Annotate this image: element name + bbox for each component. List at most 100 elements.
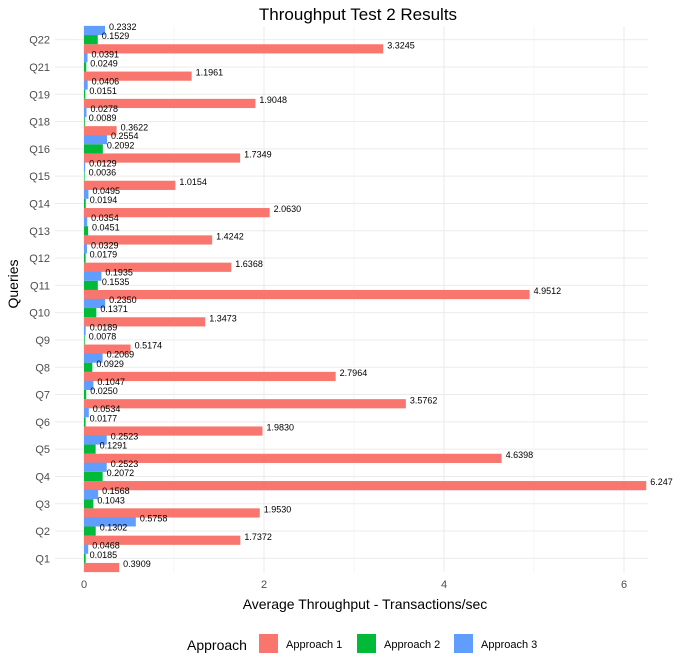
value-label: 0.0468 [92,541,120,551]
value-label: 0.5758 [140,513,168,523]
value-label: 6.247 [650,477,673,487]
bar-approach-1-q15 [84,180,176,190]
value-label: 0.1302 [100,523,128,533]
bar-approach-2-q4 [84,471,103,482]
bar-approach-3-q10 [84,298,106,309]
y-tick-label: Q2 [35,526,50,538]
legend: Approach Approach 1 Approach 2 Approach 3 [187,634,537,653]
value-label: 0.0406 [92,77,120,87]
y-tick-label: Q18 [29,117,50,129]
bar-approach-3-q6 [84,408,89,418]
bar-approach-3-q19 [84,80,88,90]
y-tick-label: Q11 [30,280,50,292]
x-tick-label: 6 [621,579,627,591]
bar-approach-3-q18 [84,107,87,117]
value-label: 0.2554 [111,131,139,141]
bar-approach-2-q9 [84,335,85,345]
y-tick-label: Q14 [29,198,50,210]
legend-title: Approach [187,637,247,653]
chart-title: Throughput Test 2 Results [259,5,457,24]
bar-approach-2-q5 [84,444,96,454]
bar-approach-3-q13 [84,216,88,227]
bar-approach-1-q11 [84,289,530,300]
bar-approach-2-q11 [84,280,98,290]
bar-approach-3-q5 [84,435,107,445]
value-label: 3.5762 [410,395,438,405]
bar-approach-1-q22 [84,44,384,54]
value-labels: 0.3909 1.7372 1.9530 6.247 4.6398 1.9830 3.576… [89,22,673,569]
x-tick-label: 0 [81,579,87,591]
bar-approach-2-q2 [84,526,96,536]
value-label: 0.0451 [92,222,120,232]
bar-approach-3-q14 [84,189,89,199]
bars [84,25,647,573]
bar-approach-1-q18 [84,126,117,136]
value-label: 0.0179 [90,250,118,260]
value-label: 2.7964 [340,368,368,378]
bar-approach-2-q7 [84,389,87,400]
value-label: 0.2072 [107,468,135,478]
value-label: 0.1529 [102,31,130,41]
value-label: 0.1568 [102,486,130,496]
bar-approach-1-q19 [84,98,256,109]
bar-approach-3-q15 [84,162,86,172]
legend-key-2 [357,634,376,653]
bar-approach-1-q4 [84,481,647,491]
value-label: 0.0078 [89,331,117,341]
value-label: 0.0036 [89,168,117,178]
value-label: 1.3473 [209,313,237,323]
bar-approach-2-q15 [84,171,85,181]
value-label: 0.0194 [90,195,118,205]
bar-approach-3-q11 [84,271,102,281]
bar-approach-2-q6 [84,417,86,427]
value-label: 0.0391 [92,49,120,59]
bar-approach-2-q1 [84,553,86,563]
bar-approach-1-q3 [84,508,260,518]
value-label: 0.0177 [90,413,118,423]
y-tick-label: Q10 [29,308,50,320]
value-label: 0.0495 [92,186,120,196]
value-label: 0.0250 [90,386,118,396]
bar-approach-1-q10 [84,317,206,327]
bar-approach-1-q5 [84,453,502,463]
bar-approach-2-q21 [84,62,87,72]
bar-approach-2-q18 [84,116,85,127]
value-label: 1.7349 [244,150,272,160]
bar-approach-2-q14 [84,198,86,209]
value-label: 1.6368 [235,259,263,269]
y-tick-label: Q9 [35,335,50,347]
bar-approach-3-q8 [84,353,103,363]
y-tick-label: Q7 [35,390,50,402]
legend-key-1 [259,634,278,653]
bar-approach-3-q9 [84,326,86,336]
bar-approach-2-q13 [84,226,89,236]
bar-approach-2-q8 [84,362,93,372]
y-tick-label: Q13 [29,226,50,238]
value-label: 0.2523 [111,431,139,441]
value-label: 0.1371 [100,304,128,314]
value-label: 1.1961 [196,68,224,78]
y-tick-label: Q4 [35,471,50,483]
y-tick-label: Q12 [29,253,50,265]
bar-approach-1-q1 [84,562,120,573]
value-label: 0.2092 [107,140,135,150]
value-label: 0.2350 [109,295,137,305]
bar-approach-3-q4 [84,462,107,472]
value-label: 1.9048 [259,95,287,105]
bar-approach-3-q22 [84,25,105,36]
y-tick-label: Q3 [35,499,50,511]
value-label: 0.0089 [89,113,117,123]
x-axis-ticks: 0 2 4 6 [81,579,627,591]
bar-approach-3-q2 [84,517,136,527]
bar-approach-3-q12 [84,244,87,254]
bar-approach-3-q16 [84,135,107,145]
value-label: 0.1291 [100,441,128,451]
legend-label: Approach 1 [286,639,342,651]
bar-approach-1-q14 [84,208,270,218]
value-label: 0.1043 [97,495,125,505]
bar-approach-1-q2 [84,535,241,545]
bar-approach-2-q3 [84,499,94,509]
legend-label: Approach 3 [481,639,537,651]
value-label: 1.0154 [179,177,207,187]
bar-approach-2-q22 [84,35,98,45]
